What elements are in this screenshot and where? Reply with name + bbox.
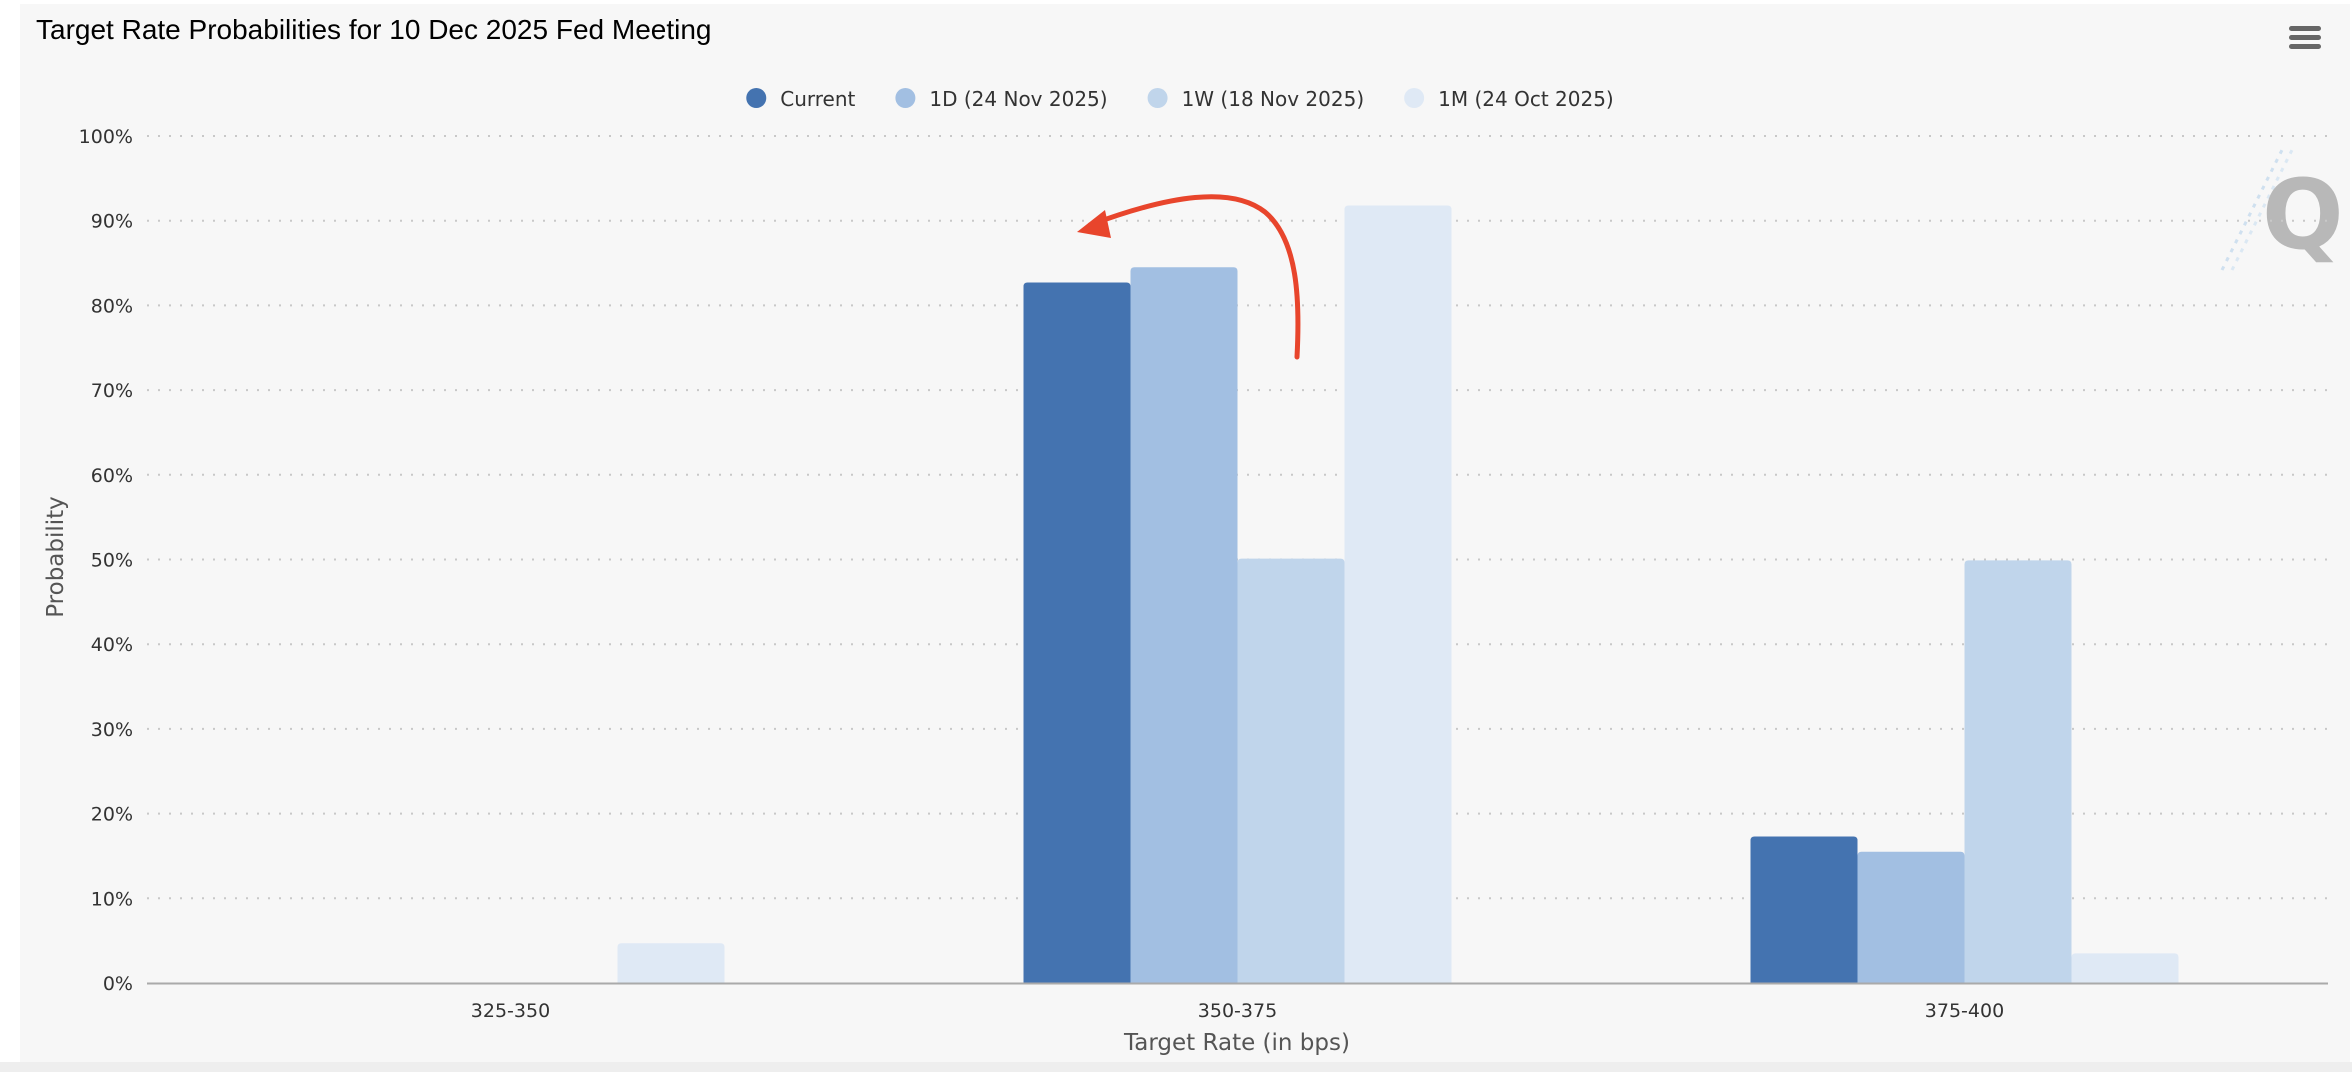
y-tick-label: 30%: [91, 719, 133, 741]
y-tick-label: 70%: [91, 380, 133, 402]
y-tick-label: 60%: [91, 465, 133, 487]
y-tick-label: 100%: [79, 126, 133, 148]
x-tick-label: 375-400: [1925, 1000, 2004, 1022]
x-axis-title: Target Rate (in bps): [1123, 1030, 1350, 1056]
legend-marker[interactable]: [746, 88, 767, 108]
legend-item-label: 1M (24 Oct 2025): [1438, 87, 1614, 111]
bar[interactable]: [617, 943, 725, 983]
chart-menu-button[interactable]: [2289, 24, 2321, 52]
menu-icon-bar: [2289, 44, 2321, 49]
x-tick-label: 325-350: [471, 1000, 550, 1022]
x-tick-label: 350-375: [1198, 1000, 1277, 1022]
legend-marker[interactable]: [1147, 88, 1168, 108]
bars: [617, 205, 2179, 984]
chart-title: Target Rate Probabilities for 10 Dec 202…: [36, 14, 712, 45]
bar[interactable]: [1237, 558, 1345, 983]
legend-item-label: 1D (24 Nov 2025): [929, 87, 1107, 111]
legend-marker[interactable]: [895, 88, 916, 108]
annotation-arrow-shaft: [1087, 194, 1301, 360]
y-tick-label: 40%: [91, 634, 133, 656]
bar[interactable]: [1344, 205, 1452, 984]
y-tick-label: 20%: [91, 804, 133, 826]
y-axis-title: Probability: [43, 496, 69, 618]
y-tick-label: 10%: [91, 888, 133, 910]
legend-marker[interactable]: [1404, 88, 1425, 108]
y-tick-label: 0%: [103, 973, 133, 995]
bar[interactable]: [1964, 560, 2072, 983]
bar[interactable]: [1750, 836, 1858, 983]
y-tick-label: 90%: [91, 211, 133, 233]
bar[interactable]: [1857, 851, 1965, 983]
legend-item-label: Current: [780, 87, 855, 111]
axes: 0% 10% 20% 30% 40% 50% 60% 70% 80% 90% 100% 325-350…: [79, 126, 2328, 1022]
watermark-text: Q: [2262, 159, 2344, 271]
menu-icon-bar: [2289, 26, 2321, 31]
legend: Current 1D (24 Nov 2025) 1W (18 Nov 2025) 1…: [746, 87, 1614, 111]
bar[interactable]: [1023, 282, 1131, 983]
bar[interactable]: [2071, 953, 2179, 983]
bar[interactable]: [1130, 267, 1238, 983]
y-tick-label: 80%: [91, 295, 133, 317]
menu-icon-bar: [2289, 35, 2321, 40]
legend-item-label: 1W (18 Nov 2025): [1182, 87, 1365, 111]
annotation-arrow-head: [1077, 210, 1111, 238]
bottom-band: [0, 1062, 2352, 1072]
y-tick-label: 50%: [91, 550, 133, 572]
watermark-logo: Q: [2220, 149, 2344, 271]
annotation-arrow: [1077, 194, 1301, 360]
